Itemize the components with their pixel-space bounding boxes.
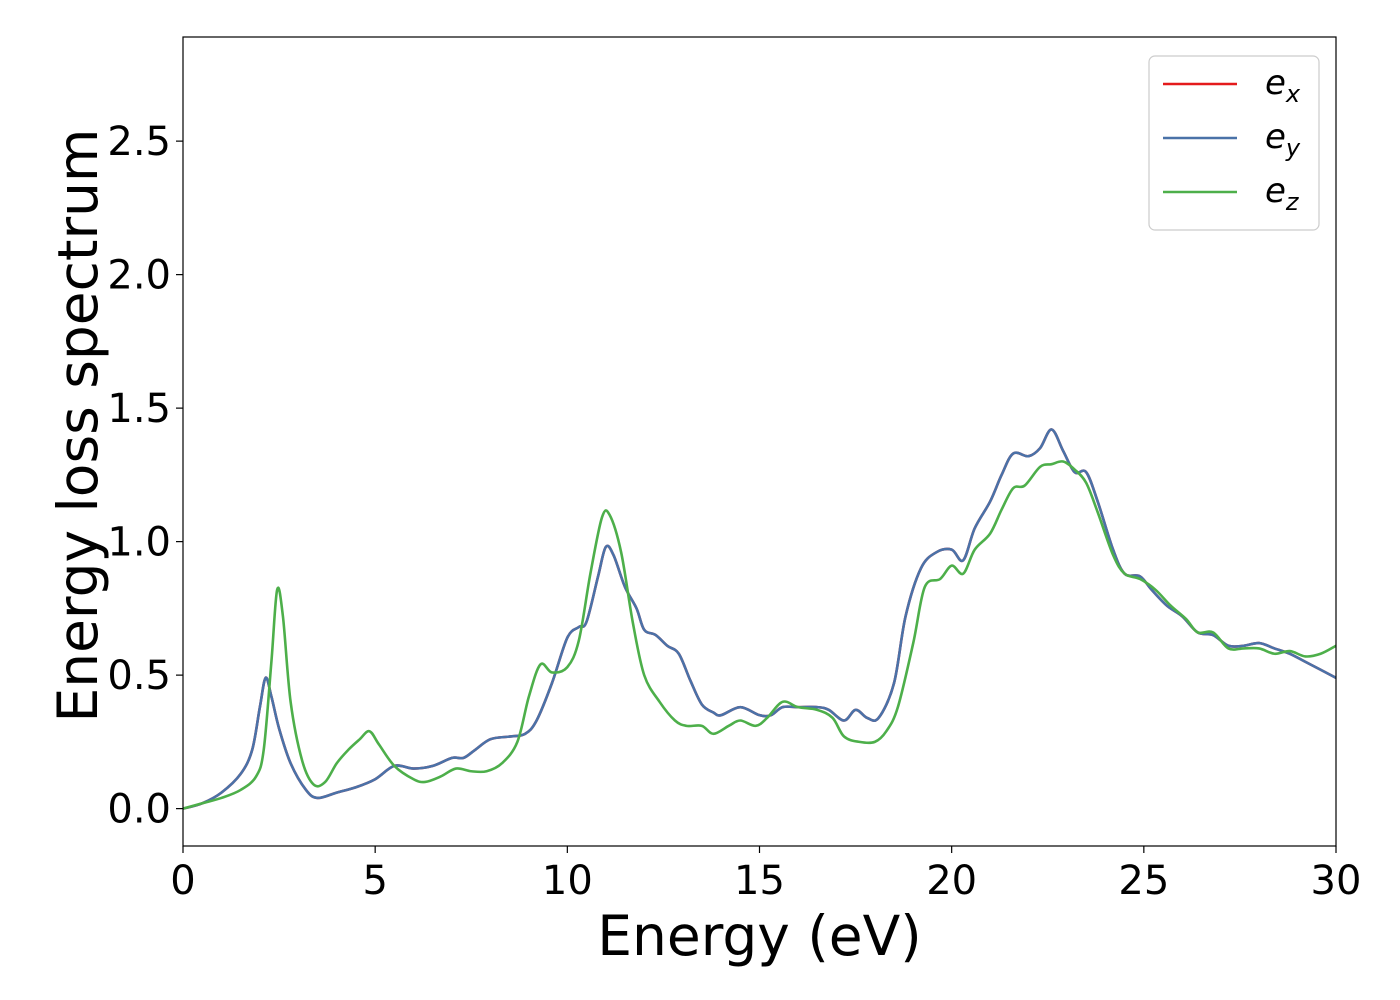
legend-label-y: ey [1265, 117, 1301, 162]
legend-box [1148, 55, 1320, 231]
x-tick-label: 30 [1311, 858, 1362, 904]
legend-label-subscript: z [1285, 188, 1300, 216]
x-tick-label: 15 [734, 858, 785, 904]
series-line-e-z [183, 460, 1336, 810]
legend-label-base: e [1265, 171, 1286, 211]
legend-label-x: ex [1265, 63, 1301, 108]
y-axis: 0.0 0.5 1.0 1.5 2.0 2.5 [107, 119, 183, 833]
y-tick-label: 0.5 [107, 653, 171, 699]
legend-label-subscript: x [1285, 80, 1301, 108]
y-tick-label: 2.5 [107, 119, 171, 165]
series-layer [183, 428, 1336, 810]
x-tick-label: 20 [926, 858, 977, 904]
plot-area [183, 37, 1336, 846]
x-axis-label: Energy (eV) [597, 904, 921, 968]
legend-label-subscript: y [1285, 134, 1301, 162]
x-tick-label: 10 [542, 858, 593, 904]
y-tick-label: 0.0 [107, 787, 171, 833]
y-tick-label: 1.0 [107, 520, 171, 566]
x-tick-label: 0 [170, 858, 195, 904]
legend-label-z: ez [1265, 171, 1300, 216]
y-axis-label: Energy loss spectrum [46, 128, 110, 722]
y-tick-label: 2.0 [107, 253, 171, 299]
legend-label-base: e [1265, 117, 1286, 157]
y-tick-label: 1.5 [107, 386, 171, 432]
x-tick-label: 25 [1118, 858, 1169, 904]
x-tick-label: 5 [362, 858, 387, 904]
x-axis: 0 5 10 15 20 25 30 [170, 846, 1361, 904]
legend-label-base: e [1265, 63, 1286, 103]
